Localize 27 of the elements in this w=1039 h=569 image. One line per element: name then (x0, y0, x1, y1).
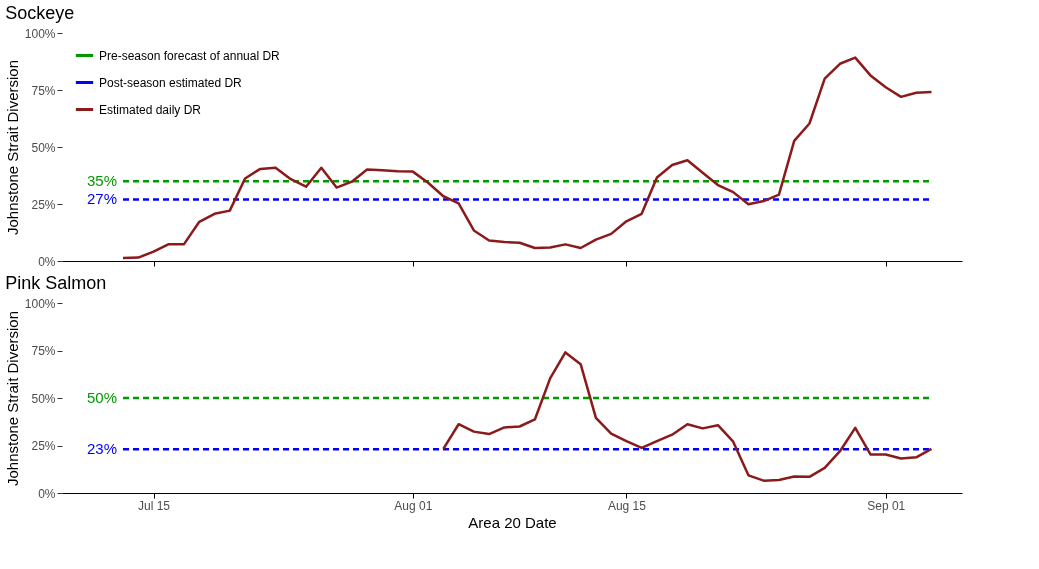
annotation: 50% (86, 389, 118, 406)
annotation: 27% (86, 190, 118, 208)
x-axis-title: Area 20 Date (468, 513, 557, 531)
y-tick-label: 25% (31, 197, 56, 212)
y-axis-title: Johnstone Strait Diversion (3, 310, 21, 487)
x-tick-label: Aug 01 (394, 498, 433, 513)
chart-title: Sockeye (5, 3, 75, 23)
x-tick-label: Jul 15 (138, 498, 171, 513)
y-tick-label: 50% (31, 391, 56, 406)
y-tick-label: 75% (31, 344, 56, 358)
y-tick-label: 0% (38, 486, 56, 501)
y-axis-title: Johnstone Strait Diversion (3, 59, 21, 236)
legend-label: Post-season estimated DR (99, 75, 243, 90)
annotation: 23% (86, 440, 118, 458)
annotation: 35% (86, 172, 118, 190)
line-series (442, 351, 933, 482)
y-tick-label: 0% (38, 254, 56, 269)
y-tick-label: 25% (31, 439, 56, 453)
legend-label: Pre-season forecast of annual DR (99, 48, 281, 63)
legend-label: Estimated daily DR (99, 102, 202, 117)
y-tick-label: 100% (24, 296, 56, 311)
chart-title: Pink Salmon (5, 273, 107, 293)
y-tick-label: 75% (31, 83, 56, 98)
y-tick-label: 100% (24, 26, 56, 41)
x-tick-label: Sep 01 (867, 498, 906, 513)
y-tick-label: 50% (31, 140, 56, 155)
x-tick-label: Aug 15 (607, 498, 647, 513)
